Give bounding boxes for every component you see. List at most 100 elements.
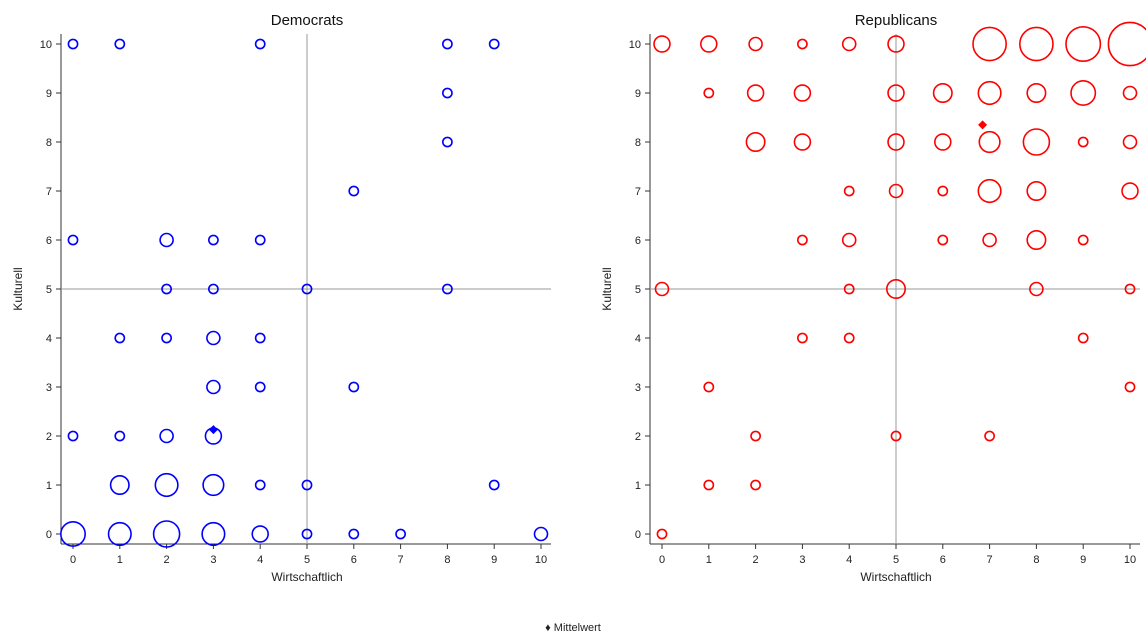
data-point — [60, 521, 86, 547]
y-tick-label: 9 — [46, 88, 52, 100]
data-point — [937, 185, 949, 197]
x-tick-label: 3 — [210, 554, 216, 566]
data-point — [254, 381, 266, 393]
x-tick-label: 8 — [1033, 554, 1039, 566]
data-point — [982, 232, 997, 248]
data-point — [202, 473, 225, 497]
y-tick-label: 0 — [635, 529, 641, 541]
y-tick-label: 5 — [635, 284, 641, 296]
data-point — [159, 232, 174, 248]
data-point — [441, 283, 453, 295]
x-axis-title: Wirtschaftlich — [271, 570, 342, 584]
data-point — [1029, 281, 1044, 297]
x-tick-label: 5 — [893, 554, 899, 566]
data-point — [654, 281, 670, 297]
y-tick-label: 5 — [46, 284, 52, 296]
data-point — [395, 528, 406, 540]
data-point — [1124, 283, 1136, 295]
x-tick-label: 7 — [987, 554, 993, 566]
data-point — [797, 234, 808, 246]
x-axis-title: Wirtschaftlich — [860, 570, 931, 584]
data-point — [934, 133, 952, 151]
x-tick-label: 9 — [1080, 554, 1086, 566]
data-point — [201, 521, 226, 547]
x-tick-label: 8 — [444, 554, 450, 566]
data-point — [441, 87, 453, 99]
x-tick-label: 3 — [799, 554, 805, 566]
data-point — [488, 479, 500, 491]
data-point — [348, 381, 360, 393]
x-tick-label: 0 — [659, 554, 665, 566]
x-tick-label: 4 — [846, 554, 852, 566]
data-point — [972, 26, 1007, 62]
data-point — [109, 474, 130, 495]
data-point — [703, 479, 715, 491]
data-point — [746, 84, 765, 102]
data-point — [793, 133, 812, 151]
y-tick-label: 4 — [635, 333, 641, 345]
data-point — [1019, 26, 1054, 62]
mean-marker — [978, 120, 988, 130]
data-point — [1070, 80, 1097, 106]
data-point — [107, 521, 132, 547]
data-point — [114, 332, 126, 344]
data-point — [841, 36, 857, 52]
data-point — [254, 38, 266, 50]
data-point — [348, 185, 360, 197]
y-tick-label: 2 — [46, 431, 52, 443]
data-point — [254, 479, 266, 491]
data-point — [207, 283, 219, 295]
legend-mean: ♦ Mittelwert — [545, 622, 601, 634]
data-point — [887, 35, 905, 53]
x-tick-label: 10 — [1124, 554, 1136, 566]
x-tick-label: 2 — [753, 554, 759, 566]
x-tick-label: 5 — [304, 554, 310, 566]
x-tick-label: 9 — [491, 554, 497, 566]
x-tick-label: 1 — [706, 554, 712, 566]
data-point — [251, 525, 269, 543]
chart-panel-2: Republicans 0 0 1 1 2 2 3 3 4 4 5 5 6 6 7 7 8 8 9 9 10 10 Wirts… — [600, 12, 1146, 584]
x-tick-label: 2 — [164, 554, 170, 566]
data-point — [888, 183, 904, 199]
data-point — [159, 428, 174, 444]
data-point — [750, 479, 761, 491]
data-point — [1026, 181, 1047, 202]
y-tick-label: 4 — [46, 333, 52, 345]
data-point — [1026, 83, 1047, 104]
data-point — [700, 35, 718, 53]
data-point — [114, 38, 126, 50]
y-tick-label: 2 — [635, 431, 641, 443]
y-tick-label: 9 — [635, 88, 641, 100]
data-point — [154, 472, 179, 498]
x-tick-label: 6 — [940, 554, 946, 566]
data-point — [441, 38, 453, 50]
data-point — [67, 430, 79, 442]
data-point — [841, 232, 857, 248]
data-point — [1077, 234, 1089, 246]
data-point — [937, 234, 949, 246]
x-tick-label: 7 — [398, 554, 404, 566]
y-tick-label: 8 — [46, 137, 52, 149]
data-point — [152, 520, 181, 548]
chart-title: Republicans — [855, 12, 938, 29]
data-point — [890, 430, 902, 442]
data-point — [114, 430, 126, 442]
data-point — [748, 36, 763, 52]
data-point — [206, 330, 221, 346]
data-point — [488, 38, 500, 50]
data-point — [843, 283, 855, 295]
data-point — [750, 430, 761, 442]
data-point — [797, 332, 808, 344]
data-point — [887, 133, 905, 151]
y-tick-label: 3 — [635, 382, 641, 394]
data-point — [656, 528, 668, 540]
data-point — [67, 234, 79, 246]
data-point — [793, 84, 812, 102]
x-tick-label: 1 — [117, 554, 123, 566]
y-tick-label: 3 — [46, 382, 52, 394]
data-point — [703, 381, 715, 393]
data-point — [348, 528, 360, 540]
data-point — [1077, 136, 1089, 148]
data-point — [843, 332, 855, 344]
